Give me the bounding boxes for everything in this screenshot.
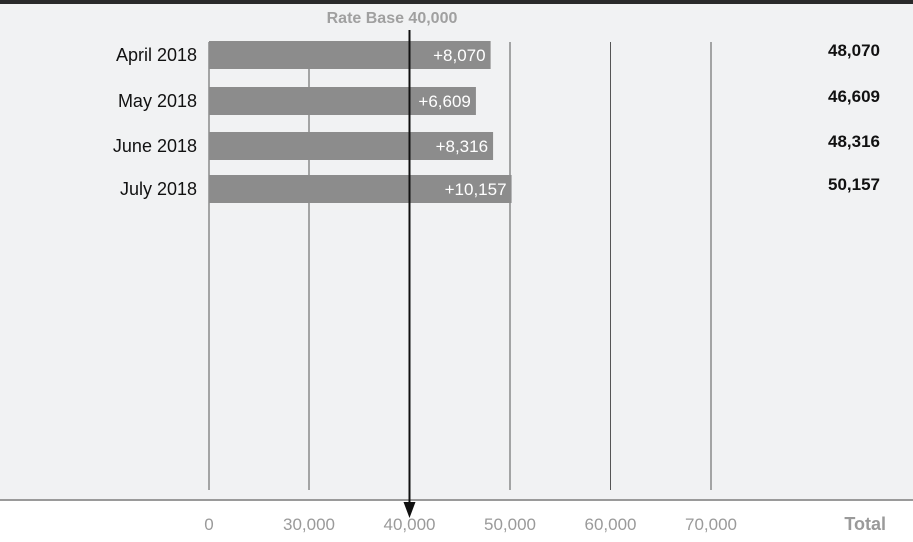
- rate-base-label: Rate Base 40,000: [327, 10, 458, 27]
- delta-label-1: +6,609: [418, 92, 470, 111]
- x-tick-label-0: 0: [204, 515, 213, 534]
- x-tick-label-5: 70,000: [685, 515, 737, 534]
- bars-group: +8,070 +6,609 +8,316 +10,157: [209, 41, 512, 203]
- rate-base-arrowhead: [403, 502, 416, 518]
- bar-2: [209, 132, 494, 160]
- category-label-1: May 2018: [118, 91, 197, 111]
- category-label-0: April 2018: [116, 45, 197, 65]
- bar-1: [209, 87, 476, 115]
- x-tick-label-1: 30,000: [283, 515, 335, 534]
- x-tick-label-2: 40,000: [384, 515, 436, 534]
- x-tick-label-3: 50,000: [484, 515, 536, 534]
- delta-label-2: +8,316: [436, 137, 488, 156]
- total-label-2: 48,316: [828, 132, 880, 151]
- category-label-2: June 2018: [113, 136, 197, 156]
- rate-base-marker: [403, 30, 416, 518]
- x-axis-ticks: 0 30,000 40,000 50,000 60,000 70,000: [204, 515, 737, 534]
- x-tick-label-4: 60,000: [585, 515, 637, 534]
- bar-0: [209, 41, 491, 69]
- total-labels: 48,070 46,609 48,316 50,157: [828, 41, 880, 194]
- delta-label-3: +10,157: [445, 180, 507, 199]
- total-label-3: 50,157: [828, 175, 880, 194]
- delta-label-0: +8,070: [433, 46, 485, 65]
- category-labels: April 2018 May 2018 June 2018 July 2018: [113, 45, 197, 199]
- chart-panel: [0, 4, 913, 500]
- total-header: Total: [844, 514, 886, 534]
- total-label-1: 46,609: [828, 87, 880, 106]
- category-label-3: July 2018: [120, 179, 197, 199]
- top-rule: [0, 0, 913, 4]
- total-label-0: 48,070: [828, 41, 880, 60]
- bar-3: [209, 175, 512, 203]
